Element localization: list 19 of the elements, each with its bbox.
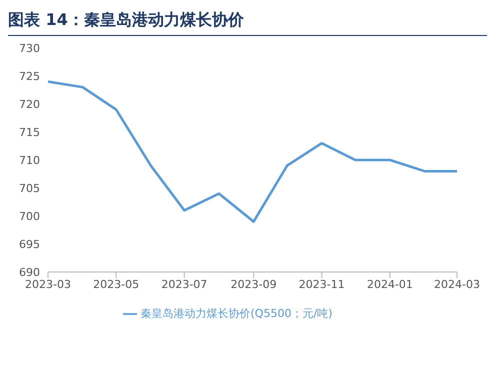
y-tick-label: 700 [19,210,40,223]
y-tick-label: 705 [19,182,40,195]
x-tick-label: 2023-11 [298,278,345,291]
x-tick-label: 2024-03 [434,278,480,291]
y-tick-label: 730 [19,42,40,55]
y-tick-label: 725 [19,70,40,83]
x-tick-label: 2023-05 [93,278,140,291]
y-tick-label: 695 [19,238,40,251]
line-series [48,80,457,223]
legend-label: 秦皇岛港动力煤长协价(Q5500；元/吨) [140,307,332,320]
x-tick-label: 2024-01 [366,278,413,291]
x-tick-label: 2023-07 [161,278,208,291]
x-tick-label: 2023-09 [230,278,277,291]
y-tick-label: 710 [19,154,40,167]
y-tick-label: 720 [19,98,40,111]
chart-title: 图表 14：秦皇岛港动力煤长协价 [8,8,487,36]
x-tick-label: 2023-03 [25,278,71,291]
y-tick-label: 690 [19,266,40,279]
y-tick-label: 715 [19,126,40,139]
